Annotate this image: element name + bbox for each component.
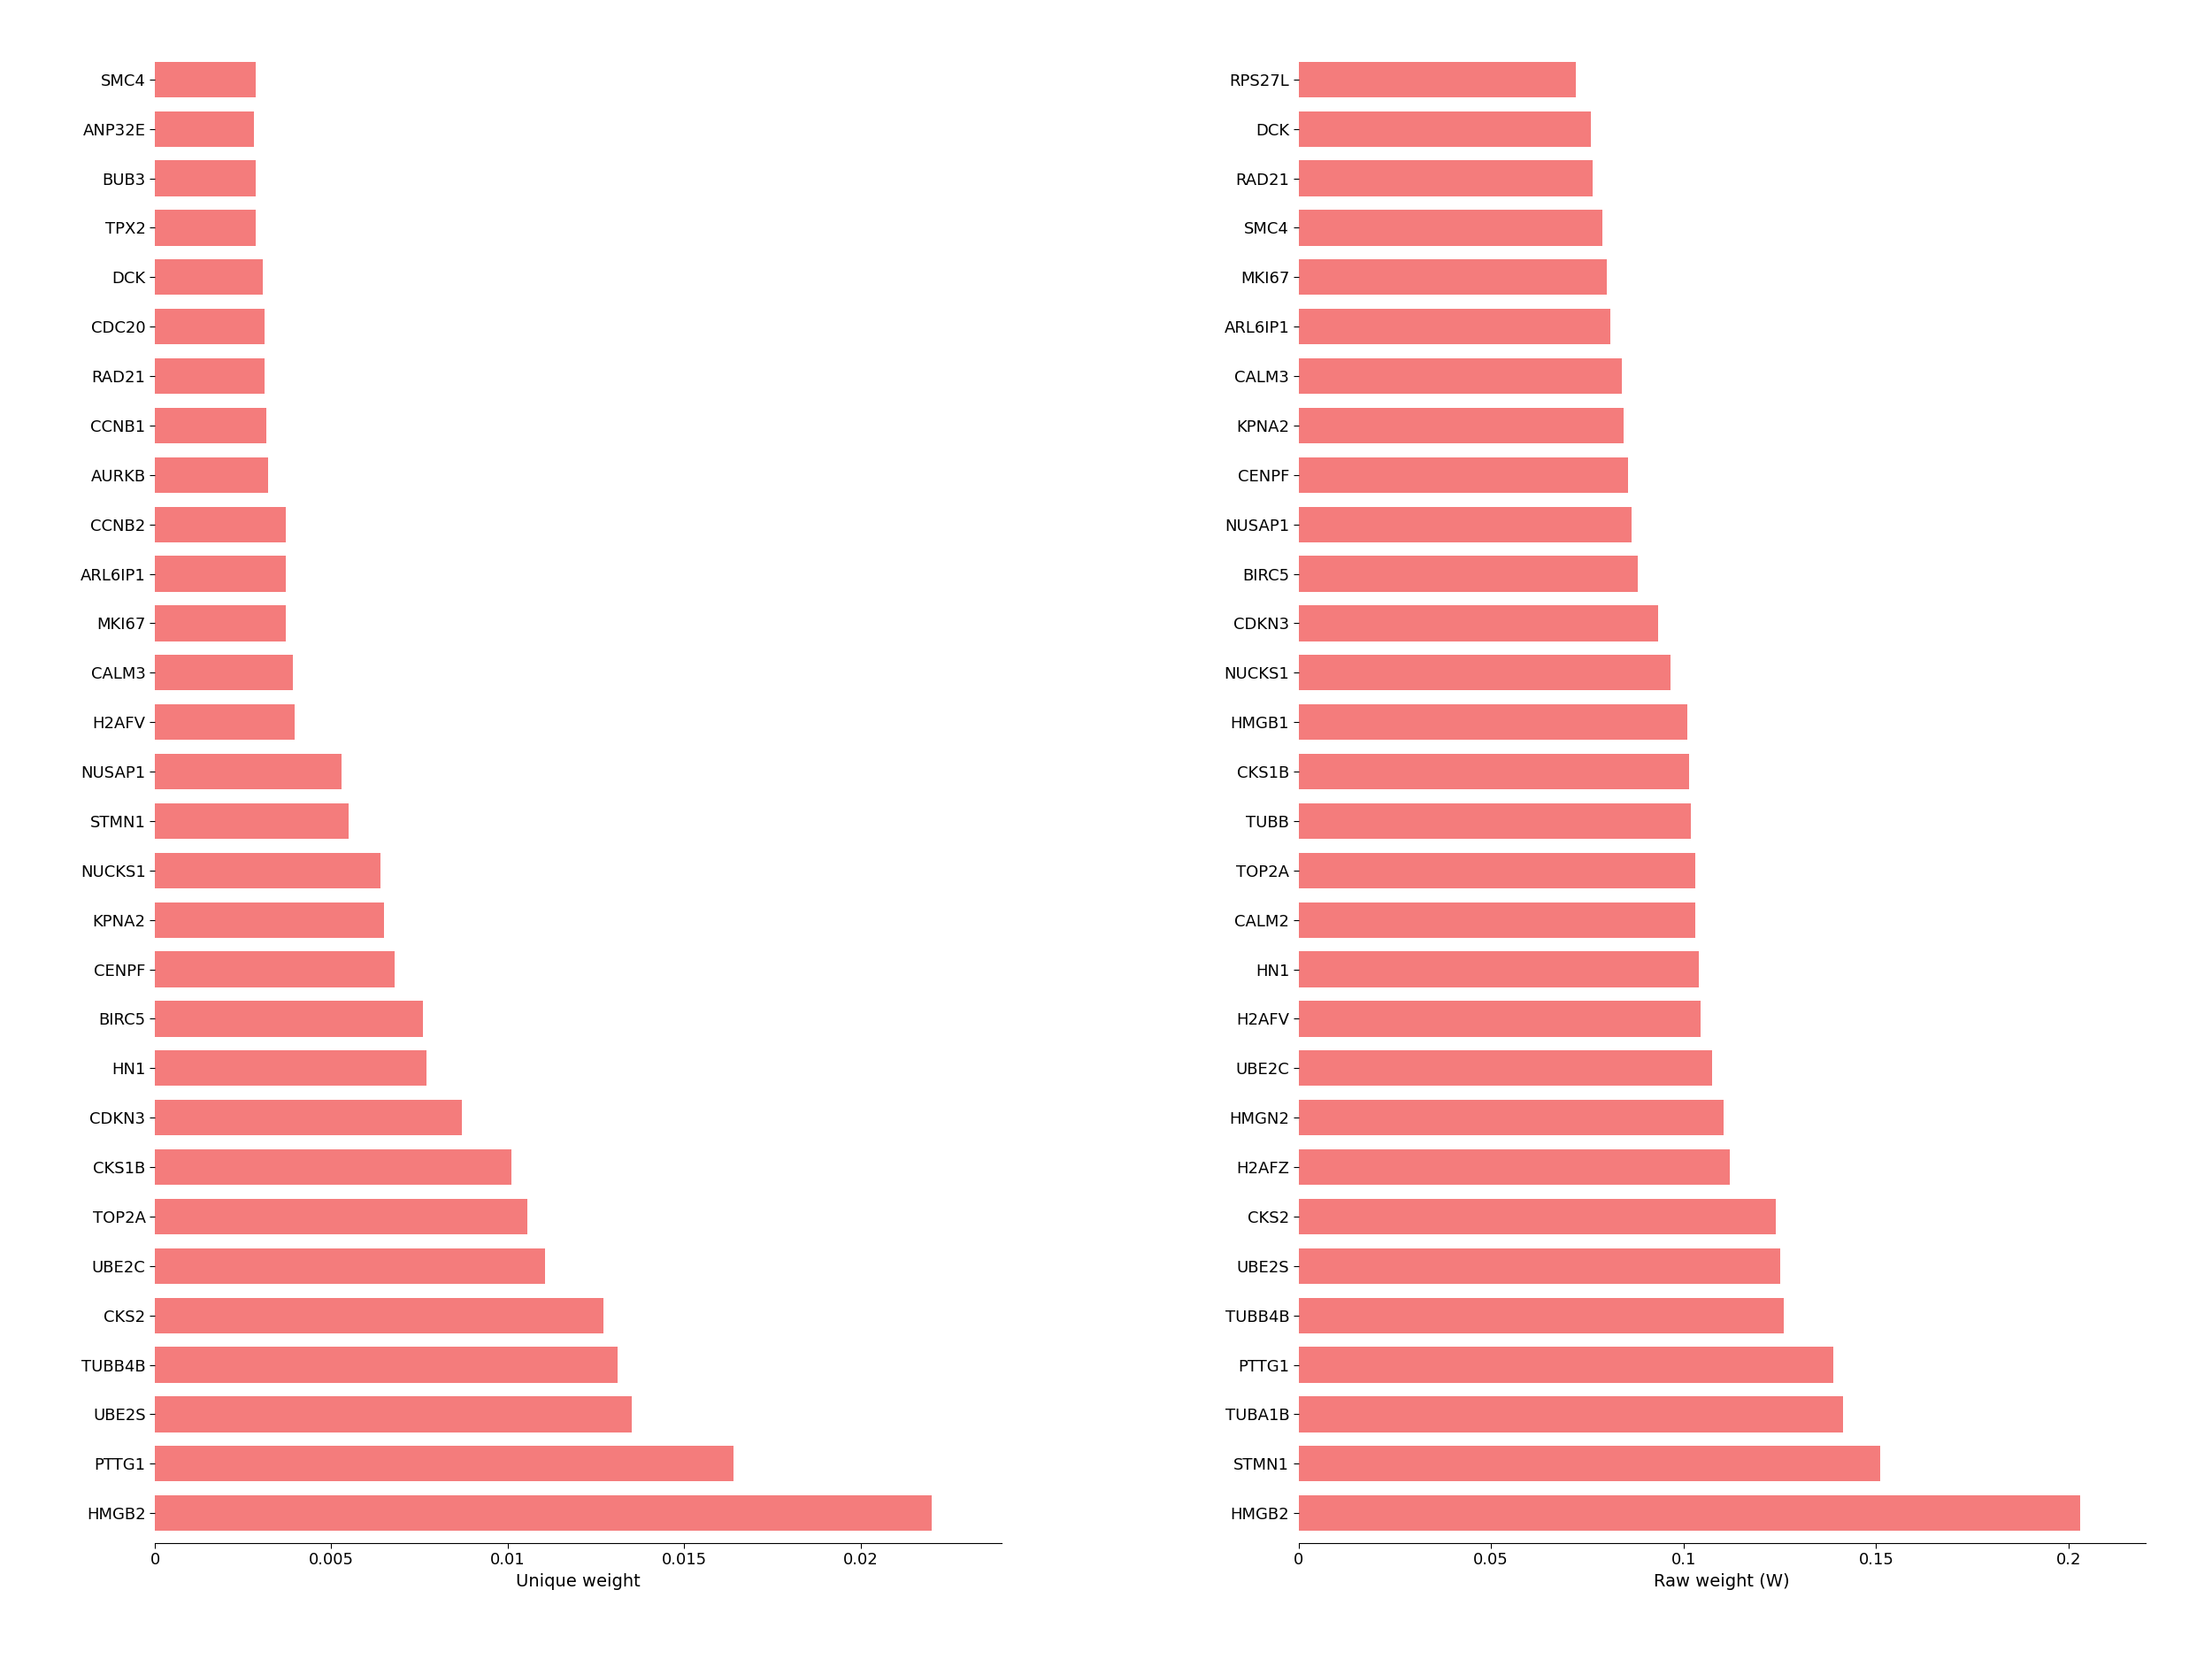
Bar bbox=[1298, 1050, 1712, 1087]
X-axis label: Unique weight: Unique weight bbox=[515, 1573, 641, 1589]
Bar bbox=[1298, 556, 1637, 592]
Bar bbox=[155, 61, 254, 98]
Bar bbox=[155, 211, 254, 246]
Bar bbox=[155, 1000, 422, 1037]
Bar bbox=[155, 408, 265, 443]
Bar bbox=[155, 309, 263, 345]
Bar bbox=[155, 753, 343, 790]
Bar bbox=[1298, 1199, 1776, 1234]
Bar bbox=[155, 1297, 604, 1334]
Bar bbox=[1298, 309, 1610, 345]
Bar bbox=[155, 506, 285, 542]
Bar bbox=[155, 1050, 427, 1087]
Bar bbox=[1298, 606, 1659, 640]
Bar bbox=[155, 803, 349, 839]
Bar bbox=[1298, 753, 1690, 790]
Bar bbox=[1298, 1495, 2079, 1531]
Bar bbox=[1298, 358, 1621, 393]
Bar bbox=[155, 458, 268, 493]
Bar bbox=[155, 655, 292, 690]
Bar bbox=[155, 1347, 617, 1382]
Bar bbox=[1298, 1150, 1730, 1185]
Bar bbox=[155, 853, 380, 888]
Bar bbox=[1298, 161, 1593, 196]
Bar bbox=[1298, 1397, 1843, 1432]
Bar bbox=[155, 1495, 931, 1531]
Bar bbox=[155, 902, 385, 937]
Bar bbox=[1298, 1000, 1701, 1037]
Bar bbox=[155, 358, 263, 393]
Bar bbox=[155, 556, 285, 592]
Bar bbox=[155, 705, 294, 740]
Bar bbox=[155, 1150, 511, 1185]
Bar bbox=[1298, 506, 1632, 542]
Bar bbox=[1298, 1447, 1880, 1481]
Bar bbox=[155, 1248, 544, 1284]
Bar bbox=[1298, 61, 1575, 98]
Bar bbox=[1298, 902, 1694, 937]
Bar bbox=[155, 111, 254, 146]
Bar bbox=[155, 161, 254, 196]
Bar bbox=[155, 606, 285, 640]
Bar bbox=[155, 1397, 630, 1432]
Bar bbox=[1298, 1100, 1723, 1135]
Bar bbox=[1298, 853, 1694, 888]
Bar bbox=[1298, 111, 1590, 146]
Bar bbox=[1298, 803, 1692, 839]
Bar bbox=[1298, 458, 1628, 493]
Bar bbox=[1298, 705, 1688, 740]
Bar bbox=[1298, 1248, 1781, 1284]
Bar bbox=[1298, 1347, 1834, 1382]
Bar bbox=[1298, 408, 1624, 443]
Bar bbox=[1298, 259, 1606, 295]
Bar bbox=[155, 259, 263, 295]
Bar bbox=[155, 952, 396, 987]
X-axis label: Raw weight (W): Raw weight (W) bbox=[1655, 1573, 1790, 1589]
Bar bbox=[1298, 952, 1699, 987]
Bar bbox=[155, 1447, 734, 1481]
Bar bbox=[1298, 1297, 1783, 1334]
Bar bbox=[1298, 211, 1604, 246]
Bar bbox=[155, 1199, 526, 1234]
Bar bbox=[1298, 655, 1670, 690]
Bar bbox=[155, 1100, 462, 1135]
